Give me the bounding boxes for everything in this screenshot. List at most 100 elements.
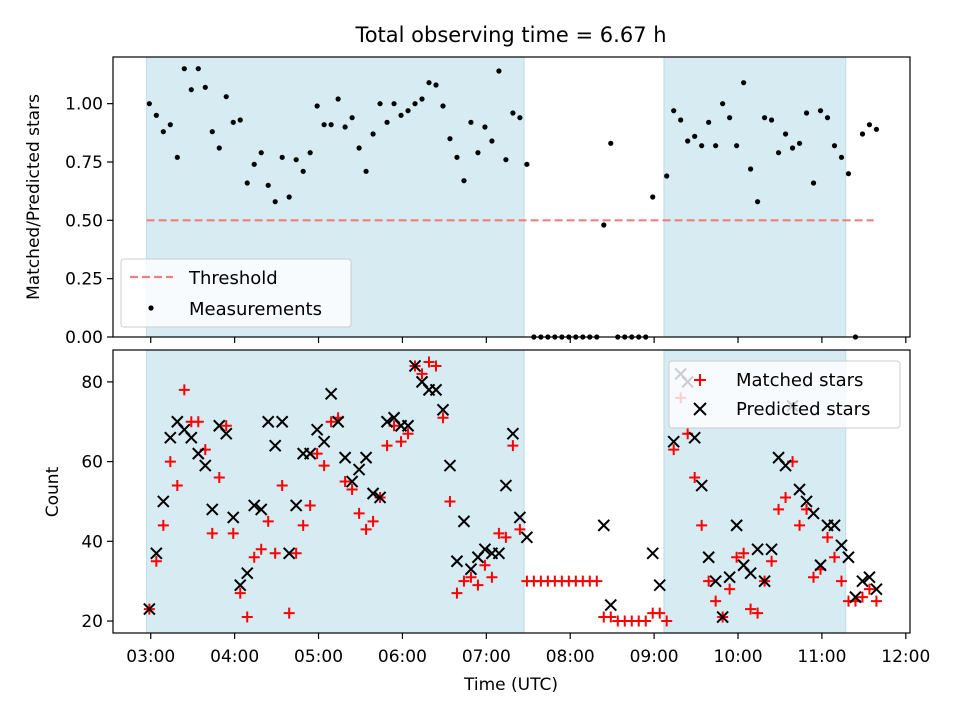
matched-star-point <box>367 515 379 527</box>
matched-star-point <box>794 519 806 531</box>
measurement-point <box>601 222 607 228</box>
matched-star-point <box>360 523 372 535</box>
predicted-star-point <box>143 602 156 616</box>
matched-star-point <box>479 559 491 571</box>
legend-predicted-swatch <box>693 402 707 416</box>
predicted-star-point <box>436 403 450 416</box>
measurement-point <box>321 122 327 128</box>
predicted-star-point <box>814 559 827 572</box>
matched-star-point <box>290 547 302 559</box>
matched-star-point <box>856 591 868 603</box>
measurement-point <box>328 122 334 128</box>
y-tick-label: 40 <box>81 532 103 552</box>
matched-star-point <box>192 416 204 428</box>
matched-star-point <box>304 499 316 511</box>
matched-star-point <box>605 611 617 623</box>
predicted-star-point <box>443 459 457 472</box>
measurement-point <box>202 84 208 90</box>
predicted-star-point <box>765 543 778 556</box>
predicted-star-point <box>220 427 233 440</box>
x-tick-label: 10:00 <box>714 647 763 667</box>
matched-star-point <box>773 503 785 515</box>
measurement-point <box>174 154 180 160</box>
x-tick-label: 08:00 <box>546 647 595 667</box>
measurement-point <box>258 150 264 156</box>
matched-star-point <box>689 472 701 484</box>
predicted-star-point <box>401 419 415 432</box>
legend-predicted-label: Predicted stars <box>736 399 870 420</box>
y-tick-label: 80 <box>81 373 103 393</box>
measurement-point <box>713 143 719 149</box>
predicted-star-point <box>828 519 841 532</box>
measurement-point <box>503 157 509 163</box>
predicted-star-point <box>255 503 268 516</box>
matched-star-point <box>465 571 477 583</box>
matched-star-point <box>808 571 820 583</box>
measurement-point <box>370 131 376 137</box>
predicted-star-point <box>150 547 163 560</box>
measurement-point <box>496 68 502 74</box>
matched-star-point <box>745 603 757 615</box>
measurement-point <box>810 180 817 186</box>
predicted-stars-points <box>143 359 883 624</box>
measurement-point <box>412 101 418 107</box>
measurement-point <box>286 194 292 200</box>
measurement-point <box>796 140 803 146</box>
measurement-point <box>356 145 362 151</box>
matched-star-point <box>318 460 330 472</box>
measurement-point <box>664 173 670 179</box>
y-tick-label: 0.00 <box>65 328 103 348</box>
measurement-point <box>678 117 684 123</box>
matched-star-point <box>710 595 722 607</box>
matched-star-point <box>437 412 449 424</box>
matched-star-point <box>863 583 875 595</box>
y-tick-label: 1.00 <box>65 95 103 115</box>
measurement-point <box>300 168 306 174</box>
measurement-point <box>761 115 768 121</box>
predicted-star-point <box>282 547 296 560</box>
measurement-point <box>181 66 187 72</box>
y-tick-label: 0.75 <box>65 153 103 173</box>
measurement-point <box>384 119 390 125</box>
matched-star-point <box>472 579 484 591</box>
predicted-star-point <box>248 499 261 512</box>
measurement-point <box>454 154 460 160</box>
measurement-point <box>838 154 845 160</box>
measurement-point <box>468 119 474 125</box>
predicted-star-point <box>695 479 708 492</box>
measurement-point <box>167 122 173 128</box>
measurement-point <box>699 143 705 149</box>
legend-measurements-label: Measurements <box>189 299 322 320</box>
x-tick-label: 11:00 <box>797 647 846 667</box>
measurement-point <box>489 138 495 144</box>
predicted-star-point <box>667 435 680 448</box>
matched-stars-points <box>143 356 882 627</box>
matched-star-point <box>828 551 840 563</box>
predicted-star-point <box>303 447 317 460</box>
measurement-point <box>720 101 726 107</box>
measurement-point <box>650 194 656 200</box>
matched-star-point <box>640 615 652 627</box>
top-axes-frame <box>112 56 911 338</box>
predicted-star-point <box>744 567 757 580</box>
measurement-point <box>237 117 243 123</box>
matched-star-point <box>458 575 470 587</box>
matched-star-point <box>444 495 456 507</box>
bottom-axes-frame <box>112 349 911 634</box>
predicted-star-point <box>275 415 289 428</box>
predicted-star-point <box>478 543 492 556</box>
predicted-star-point <box>870 582 883 596</box>
x-tick-label: 04:00 <box>210 647 259 667</box>
predicted-star-point <box>234 578 247 592</box>
matched-star-point <box>283 607 295 619</box>
measurement-point <box>803 110 810 116</box>
matched-star-point <box>752 607 764 619</box>
predicted-star-point <box>324 387 338 401</box>
predicted-star-point <box>688 431 701 444</box>
measurement-point <box>440 103 446 109</box>
measurement-point <box>209 129 215 135</box>
bottom-legend: Matched stars Predicted stars <box>668 360 901 429</box>
measurement-point <box>216 145 222 151</box>
matched-star-point <box>514 523 526 535</box>
predicted-star-point <box>863 570 876 584</box>
